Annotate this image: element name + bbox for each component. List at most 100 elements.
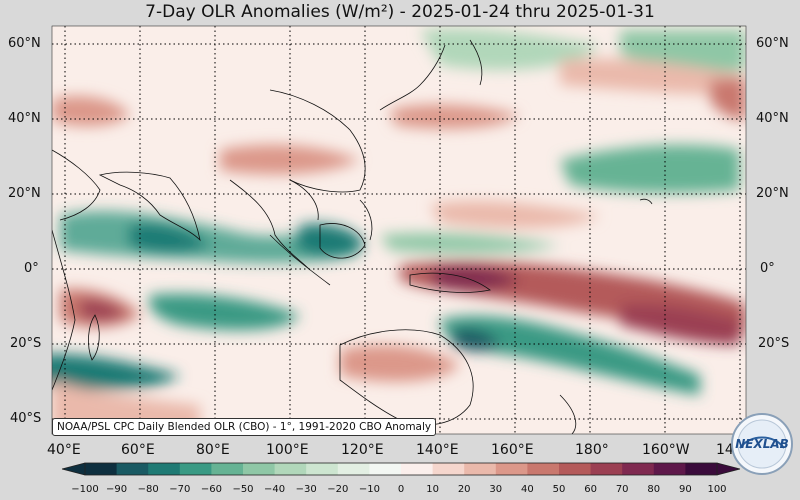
anomaly-positive-south-pacific xyxy=(620,303,740,345)
anomaly-negative-spcz xyxy=(450,328,500,352)
coast-kamchatka xyxy=(469,39,483,86)
colorbar-segment xyxy=(337,463,370,475)
lon-label: 100°E xyxy=(266,442,309,458)
colorbar-tick-label: −40 xyxy=(264,484,286,495)
colorbar-tick-label: 80 xyxy=(647,484,661,495)
anomaly-positive-arabian-core xyxy=(80,299,125,321)
anomaly-negative-indian-ocean xyxy=(60,210,360,264)
colorbar-tick-label: −20 xyxy=(327,484,349,495)
lat-label-right: 20°S xyxy=(758,336,790,351)
colorbar-segment xyxy=(306,463,339,475)
logo-text: NEXLAB xyxy=(735,437,789,451)
lat-label: 0° xyxy=(24,261,39,276)
colorbar-segment xyxy=(527,463,560,475)
coastlines xyxy=(52,39,653,434)
anomaly-positive-north-pacific xyxy=(430,200,600,229)
colorbar-tick-label: −70 xyxy=(169,484,191,495)
lat-label-right: 40°N xyxy=(756,111,789,126)
colorbar-segment xyxy=(369,463,402,475)
coast-indochina xyxy=(289,179,319,221)
colorbar-segment xyxy=(179,463,212,475)
colorbar-tick-label: 30 xyxy=(489,484,503,495)
colorbar-tick-label: 90 xyxy=(679,484,692,495)
map-title: 7-Day OLR Anomalies (W/m²) - 2025-01-24 … xyxy=(145,2,655,22)
colorbar-segment xyxy=(274,463,307,475)
colorbar-segment xyxy=(401,463,434,475)
lon-label: 120°E xyxy=(341,442,384,458)
colorbar-segment xyxy=(464,463,497,475)
lat-label: 20°N xyxy=(8,186,41,201)
anomaly-negative-south-indian xyxy=(149,293,300,331)
colorbar-tick-label: 0 xyxy=(397,484,405,495)
colorbar-tick-label: 60 xyxy=(584,484,597,495)
nexlab-logo: NEXLAB xyxy=(731,413,793,475)
colorbar-tick-label: 100 xyxy=(707,484,727,495)
coast-madagascar xyxy=(88,314,100,361)
anomaly-positive-far-east xyxy=(710,78,746,120)
coast-africa xyxy=(52,229,76,391)
colorbar-segment xyxy=(85,463,118,475)
coast-india xyxy=(98,171,201,242)
anomaly-positive-australia xyxy=(340,345,460,382)
coast-philippines xyxy=(359,199,373,241)
coast-australia xyxy=(339,329,474,426)
colorbar-segments xyxy=(85,463,718,475)
lat-label-right: 0° xyxy=(760,261,775,276)
coast-arabia xyxy=(52,149,101,221)
anomaly-negative-north xyxy=(420,28,600,70)
lat-label-right: 60°N xyxy=(756,36,789,51)
colorbar-segment xyxy=(590,463,623,475)
lat-label: 40°N xyxy=(8,111,41,126)
colorbar-tick-label: −10 xyxy=(358,484,380,495)
colorbar-tick-label: 70 xyxy=(615,484,629,495)
colorbar-segment xyxy=(116,463,149,475)
anomaly-positive-china xyxy=(220,144,360,175)
colorbar-tick-label: 20 xyxy=(457,484,471,495)
coast-sumatra xyxy=(269,234,331,286)
colorbar-tick-label: 40 xyxy=(521,484,534,495)
colorbar-segment xyxy=(622,463,655,475)
anomaly-positive-japan xyxy=(390,104,520,129)
colorbar-tick-label: 10 xyxy=(426,484,439,495)
lon-label: 160°W xyxy=(642,442,690,458)
colorbar-segment xyxy=(243,463,276,475)
colorbar-segment xyxy=(685,463,718,475)
colorbar-segment xyxy=(559,463,592,475)
lon-label: 60°E xyxy=(121,442,155,458)
colorbar-tick-label: −30 xyxy=(295,484,317,495)
anomaly-negative-far-ne xyxy=(620,30,746,72)
colorbar-tick-label: −50 xyxy=(232,484,254,495)
colorbar-outline xyxy=(84,462,718,476)
anomaly-negative-equator-band xyxy=(380,233,560,254)
anomaly-negative-bay xyxy=(130,223,210,253)
colorbar-tick-label: 50 xyxy=(552,484,566,495)
data-source-credit: NOAA/PSL CPC Daily Blended OLR (CBO) - 1… xyxy=(52,418,437,436)
anomaly-negative-coral-sea xyxy=(440,315,700,395)
coast-hawaii xyxy=(639,198,653,205)
coast-korea-japan xyxy=(379,44,446,111)
lon-label: 140°E xyxy=(416,442,459,458)
colorbar-arrow-right xyxy=(717,463,740,475)
lat-label: 20°S xyxy=(10,336,42,351)
anomaly-negative-madagascar xyxy=(52,354,180,390)
anomaly-positive-northeast xyxy=(560,58,746,95)
lat-label-right: 20°N xyxy=(756,186,789,201)
lat-label: 40°S xyxy=(10,411,42,426)
colorbar-arrow-left xyxy=(62,463,85,475)
anomaly-negative-pacific-north xyxy=(560,144,740,194)
colorbar-tick-label: −90 xyxy=(106,484,128,495)
coast-china xyxy=(269,89,366,193)
colorbar-tick-label: −60 xyxy=(200,484,222,495)
coast-southeast-asia xyxy=(229,179,311,271)
coast-new-guinea xyxy=(409,272,491,293)
colorbar-segment xyxy=(211,463,244,475)
colorbar-tick-label: −100 xyxy=(71,484,99,495)
colorbar-segment xyxy=(432,463,465,475)
anomaly-field xyxy=(52,28,746,434)
lat-label: 60°N xyxy=(8,36,41,51)
lon-label: 180° xyxy=(575,442,609,458)
colorbar-segment xyxy=(148,463,181,475)
lon-label: 80°E xyxy=(196,442,230,458)
